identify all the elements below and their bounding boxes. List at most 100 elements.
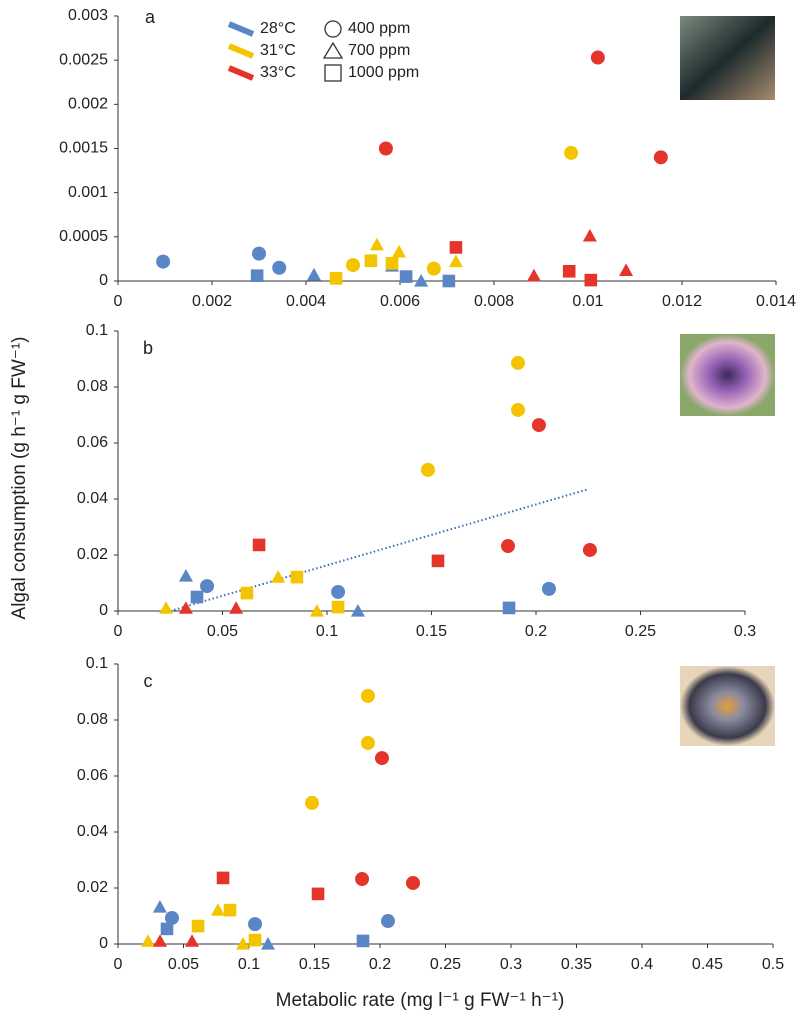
point	[526, 268, 541, 282]
point	[449, 241, 463, 254]
legend-swatch	[227, 43, 255, 59]
point	[248, 933, 262, 947]
point	[426, 261, 441, 276]
point	[360, 688, 375, 703]
legend-marker	[324, 64, 342, 82]
point	[356, 934, 370, 948]
snail-photo	[680, 334, 775, 416]
y-tick-label: 0.02	[77, 879, 108, 896]
point	[392, 244, 407, 258]
point	[240, 586, 254, 600]
x-tick-label: 0.1	[238, 956, 260, 973]
legend-label: 400 ppm	[348, 20, 410, 37]
point	[355, 872, 370, 887]
x-tick-label: 0.45	[692, 956, 723, 973]
point	[252, 538, 266, 552]
x-tick-label: 0.002	[192, 293, 232, 310]
x-tick-label: 0.25	[430, 956, 461, 973]
legend-label: 33°C	[260, 64, 296, 81]
point	[210, 903, 225, 916]
x-axis-title: Metabolic rate (mg l⁻¹ g FW⁻¹ h⁻¹)	[276, 990, 565, 1011]
point	[140, 934, 155, 947]
point	[364, 254, 378, 267]
y-tick-label: 0.003	[68, 7, 108, 24]
x-tick-label: 0.05	[207, 623, 238, 640]
point	[305, 795, 320, 810]
point	[582, 228, 597, 242]
panel-label: b	[143, 338, 153, 358]
point	[380, 914, 395, 929]
legend-swatch	[227, 65, 255, 81]
x-tick-label: 0.3	[734, 623, 756, 640]
x-tick-label: 0	[114, 623, 123, 640]
point	[260, 937, 275, 950]
point	[272, 260, 287, 275]
y-tick-label: 0	[99, 602, 108, 619]
x-tick-label: 0.15	[299, 956, 330, 973]
x-tick-label: 0.01	[572, 293, 603, 310]
point	[531, 418, 546, 433]
panel-label: c	[144, 671, 153, 691]
legend-swatch	[227, 21, 255, 37]
point	[448, 254, 463, 268]
point	[160, 922, 174, 936]
point	[350, 604, 365, 617]
point	[178, 569, 193, 582]
point	[290, 570, 304, 584]
point	[250, 269, 264, 282]
point	[159, 601, 174, 614]
x-tick-label: 0.35	[561, 956, 592, 973]
point	[223, 903, 237, 917]
y-tick-label: 0.0015	[59, 140, 108, 157]
point	[502, 601, 516, 615]
point	[511, 355, 526, 370]
y-tick-label: 0.001	[68, 184, 108, 201]
sea-urchin-photo	[680, 16, 775, 100]
point	[185, 934, 200, 947]
point	[329, 272, 343, 285]
y-tick-label: 0.04	[77, 490, 108, 507]
x-tick-label: 0	[114, 293, 123, 310]
y-tick-label: 0.06	[77, 434, 108, 451]
point	[406, 875, 421, 890]
point	[399, 270, 413, 283]
point	[152, 900, 167, 913]
point	[653, 150, 668, 165]
point	[252, 246, 266, 261]
y-tick-label: 0.0025	[59, 51, 108, 68]
point	[584, 273, 598, 287]
point	[248, 917, 263, 932]
point	[374, 751, 389, 766]
y-tick-label: 0.0005	[59, 228, 108, 245]
point	[271, 570, 286, 583]
y-tick-label: 0	[99, 272, 108, 289]
point	[378, 141, 393, 156]
x-tick-label: 0.15	[416, 623, 447, 640]
point	[590, 50, 605, 65]
point	[331, 584, 346, 599]
point	[216, 871, 230, 885]
point	[346, 258, 360, 273]
legend-marker	[322, 41, 344, 59]
x-tick-label: 0	[114, 956, 123, 973]
point	[541, 581, 556, 596]
point	[235, 937, 250, 950]
y-axis-title: Algal consumption (g h⁻¹ g FW⁻¹)	[9, 337, 30, 620]
y-tick-label: 0	[99, 935, 108, 952]
y-tick-label: 0.1	[86, 655, 108, 672]
y-tick-label: 0.1	[86, 322, 108, 339]
point	[385, 257, 399, 270]
trendline	[169, 488, 589, 612]
point	[360, 735, 375, 750]
legend-marker	[324, 20, 342, 38]
point	[420, 462, 435, 477]
x-tick-label: 0.004	[286, 293, 326, 310]
legend-label: 1000 ppm	[348, 64, 419, 81]
x-tick-label: 0.5	[762, 956, 784, 973]
x-tick-label: 0.25	[625, 623, 656, 640]
shell-photo	[680, 666, 775, 746]
y-tick-label: 0.02	[77, 546, 108, 563]
legend-label: 700 ppm	[348, 42, 410, 59]
point	[306, 267, 321, 281]
